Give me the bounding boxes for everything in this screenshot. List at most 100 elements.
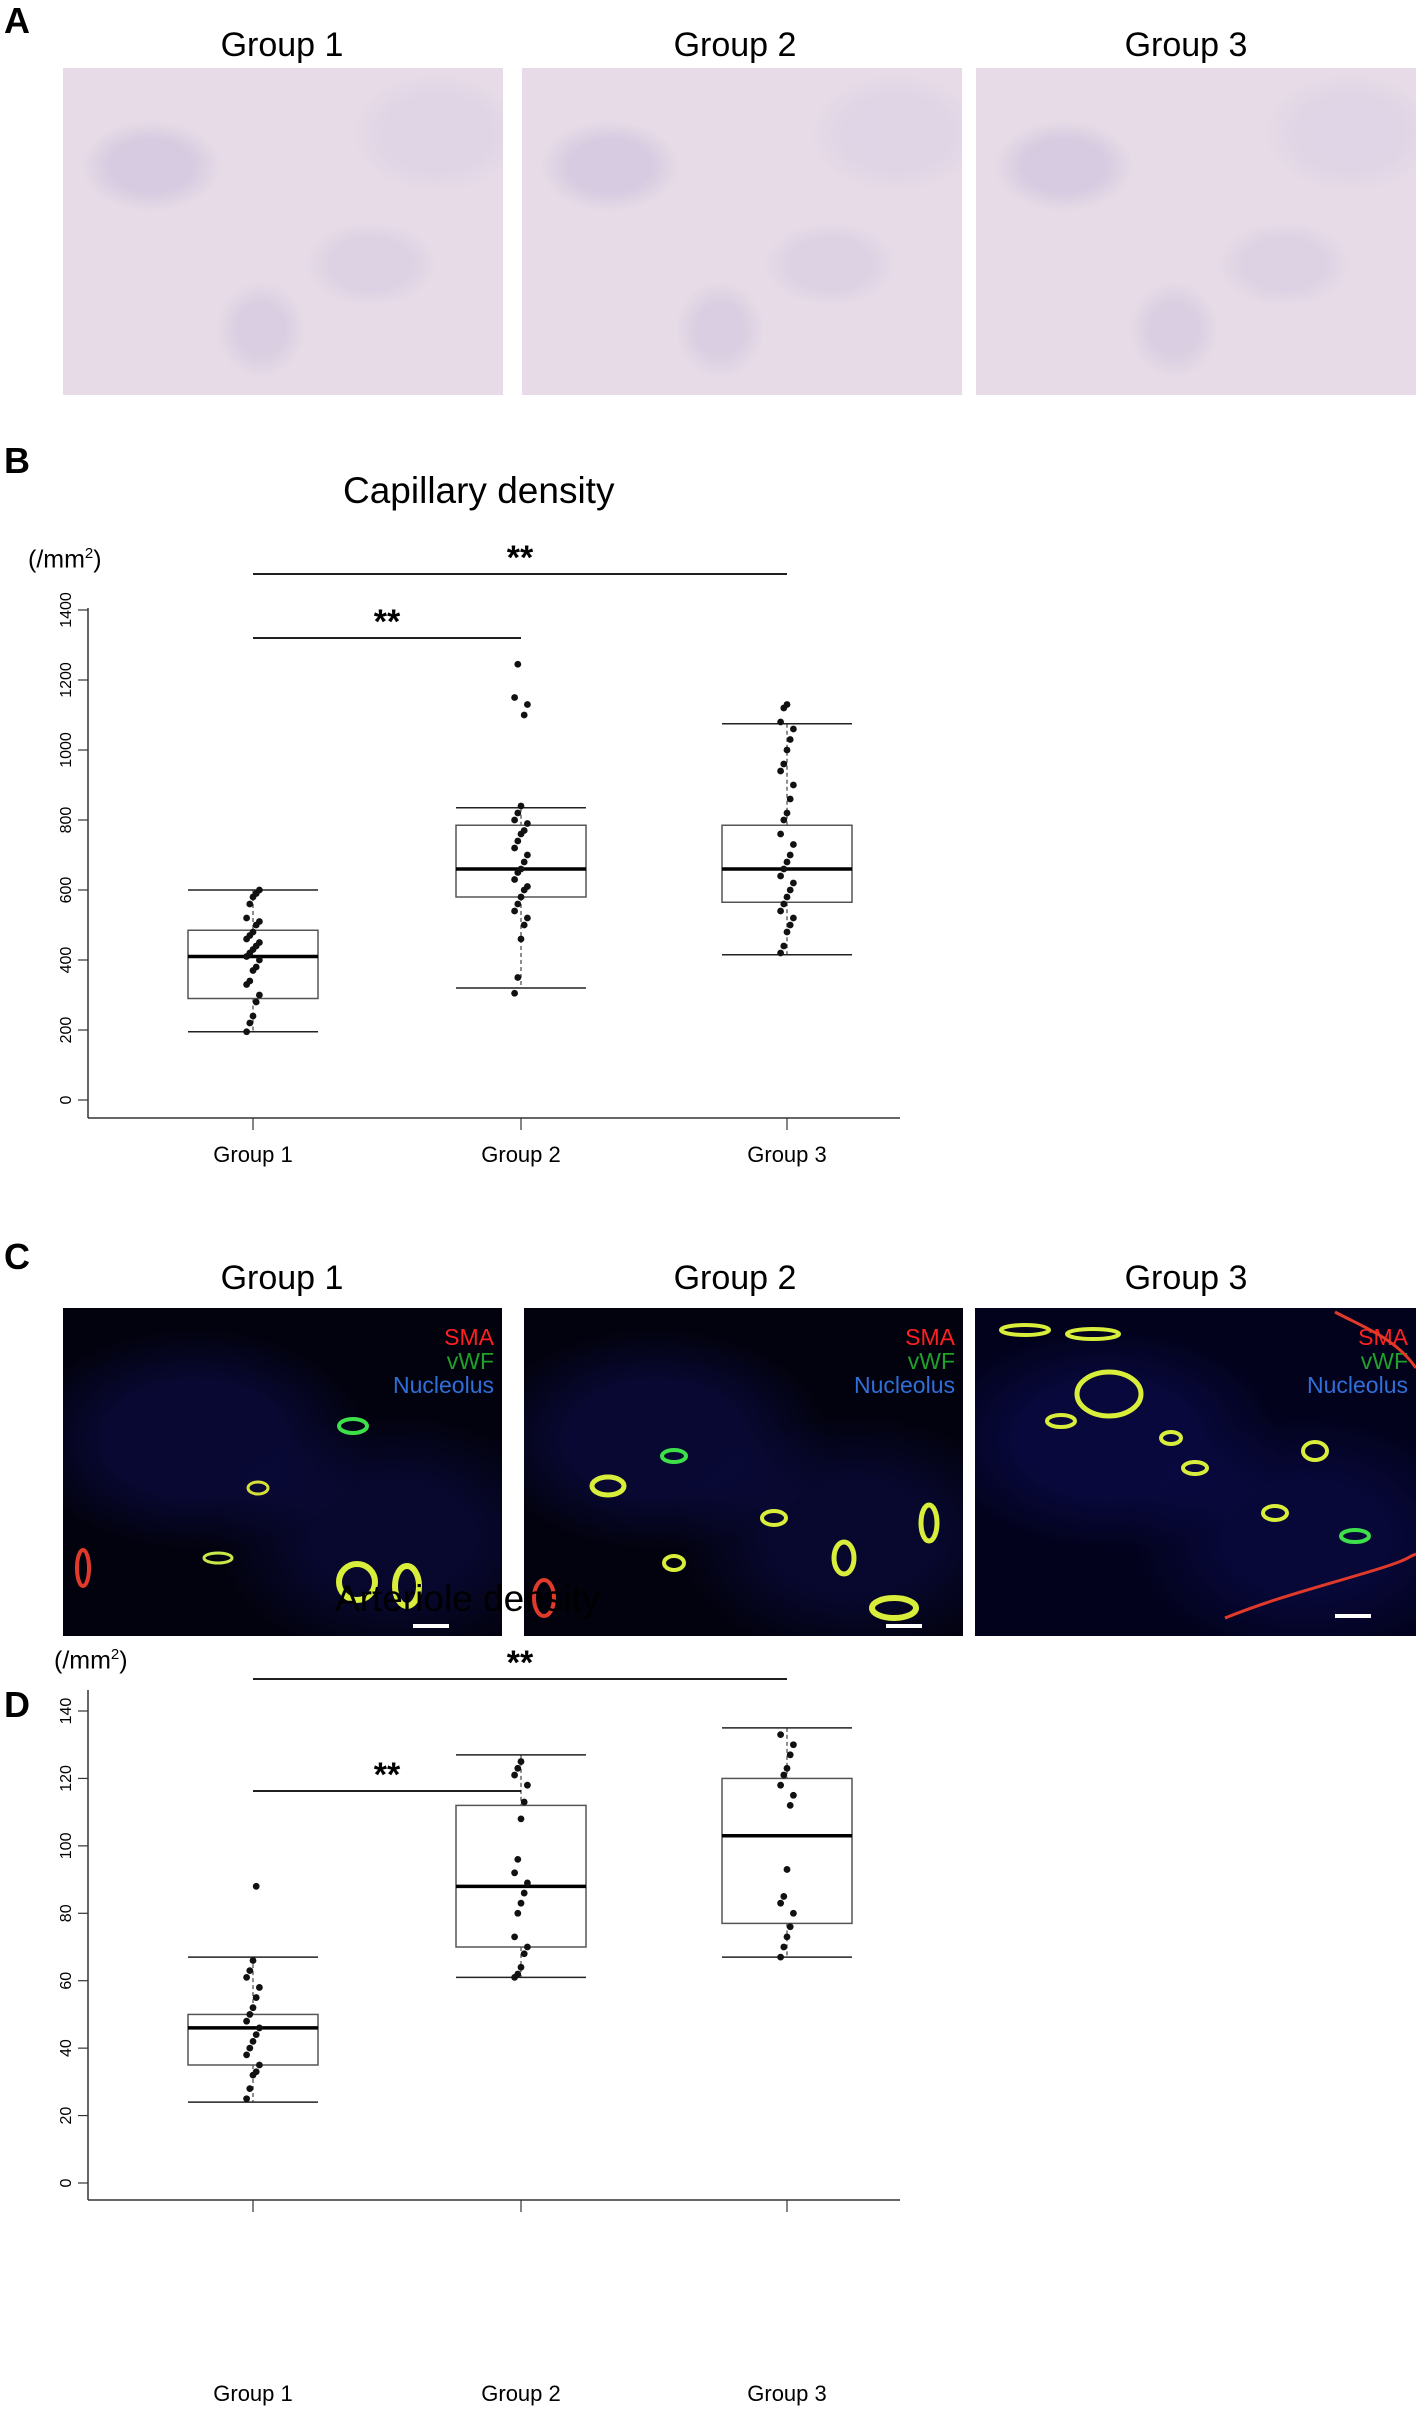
data-point <box>777 949 784 957</box>
legend-nucleolus: Nucleolus <box>854 1372 955 1398</box>
data-point <box>777 767 784 775</box>
data-point <box>520 921 528 929</box>
data-point <box>517 1815 525 1823</box>
panel-a-title-group-3: Group 3 <box>1124 26 1248 64</box>
panel-c-title-group-3: Group 3 <box>1124 1259 1248 1297</box>
data-point <box>249 1957 257 1964</box>
legend-nucleolus: Nucleolus <box>1307 1372 1408 1398</box>
significance-label: ** <box>374 1756 401 1794</box>
y-tick-label: 0 <box>58 1095 75 1104</box>
data-point <box>243 2017 251 2025</box>
data-point <box>777 1899 784 1907</box>
box-iqr <box>721 1777 853 1925</box>
data-point <box>256 886 263 894</box>
significance-label: ** <box>507 1644 534 1682</box>
data-point <box>246 900 254 908</box>
data-point <box>790 914 797 922</box>
legend-vwf: vWF <box>1360 1348 1408 1374</box>
capillary-chart-title: Capillary density <box>343 470 615 511</box>
ihc-image-group-1 <box>63 68 503 395</box>
arteriole-unit-label: (/mm2) <box>54 1646 128 1675</box>
data-point <box>777 1731 784 1738</box>
data-point <box>520 858 528 866</box>
box-iqr <box>187 929 319 1000</box>
data-point <box>256 2024 263 2032</box>
y-tick-label: 100 <box>58 1832 75 1859</box>
y-tick-label: 140 <box>58 1698 75 1725</box>
data-point <box>520 1889 528 1897</box>
data-point <box>246 1019 254 1027</box>
data-point <box>524 851 531 859</box>
data-point <box>511 694 518 701</box>
data-point <box>780 900 788 908</box>
x-tick-label: Group 2 <box>481 2381 561 2406</box>
data-point <box>786 851 794 859</box>
y-tick-label: 120 <box>58 1765 75 1792</box>
data-point <box>256 939 263 946</box>
significance-label: ** <box>507 539 534 577</box>
data-point <box>514 837 522 845</box>
panel-a-title-group-2: Group 2 <box>673 26 797 64</box>
data-point <box>511 989 518 997</box>
data-point <box>786 1751 794 1759</box>
data-point <box>777 1953 784 1961</box>
data-point <box>249 1012 257 1020</box>
data-point <box>524 883 531 890</box>
data-point <box>790 841 797 848</box>
arteriole-chart-title: Arteriole density <box>335 1578 601 1619</box>
data-point <box>786 736 794 743</box>
y-tick-label: 40 <box>58 2039 75 2057</box>
data-point <box>777 830 784 838</box>
fluorescence-image-group-1: SMA vWF Nucleolus <box>63 1308 502 1636</box>
data-point <box>243 914 251 922</box>
y-tick-label: 400 <box>58 947 75 974</box>
data-point <box>256 991 263 999</box>
data-point <box>256 918 263 925</box>
fluorescence-image-group-3: SMA vWF Nucleolus <box>975 1308 1416 1636</box>
data-point <box>252 1882 260 1890</box>
data-point <box>517 893 525 901</box>
data-point <box>777 907 784 915</box>
data-point <box>783 701 791 708</box>
data-point <box>243 2095 251 2103</box>
data-point <box>790 1791 797 1799</box>
capillary-density-chart: 0 200 400 600 800 1000 1200 1400 Group 1 Group 2 G… <box>58 539 900 1167</box>
data-point <box>517 1963 525 1971</box>
legend-nucleolus: Nucleolus <box>393 1372 494 1398</box>
arteriole-density-chart: 0 20 40 60 80 100 120 140 Group 1 Group 2 Group 3 *… <box>58 1644 900 2406</box>
data-point <box>243 1973 251 1981</box>
data-point <box>790 1909 797 1917</box>
data-point <box>783 1764 791 1772</box>
y-tick-label: 80 <box>58 1904 75 1922</box>
data-point <box>243 2051 251 2059</box>
data-point <box>777 718 784 726</box>
data-point <box>243 1028 251 1036</box>
data-point <box>514 900 522 908</box>
data-point <box>517 1899 525 1907</box>
data-point <box>783 1933 791 1941</box>
data-point <box>780 865 788 873</box>
x-tick-label: Group 3 <box>747 2381 827 2406</box>
ihc-image-group-2 <box>522 68 962 395</box>
x-tick-label: Group 1 <box>213 1142 293 1167</box>
data-point <box>514 1970 522 1978</box>
data-point <box>780 1893 788 1900</box>
capillary-unit-label: (/mm2) <box>28 545 102 574</box>
data-point <box>783 893 791 901</box>
data-point <box>514 660 522 668</box>
data-point <box>256 2061 263 2069</box>
y-tick-label: 200 <box>58 1017 75 1044</box>
data-point <box>790 879 797 887</box>
vessel-stain-art <box>532 1448 940 1628</box>
data-point <box>786 921 794 929</box>
data-point <box>514 974 522 981</box>
data-point <box>783 928 791 936</box>
data-point <box>790 781 797 789</box>
data-point <box>786 795 794 803</box>
data-point <box>511 816 518 824</box>
data-point <box>252 963 260 971</box>
data-point <box>246 2011 254 2018</box>
data-point <box>783 809 791 817</box>
data-point <box>520 1950 528 1958</box>
data-point <box>514 1764 522 1772</box>
